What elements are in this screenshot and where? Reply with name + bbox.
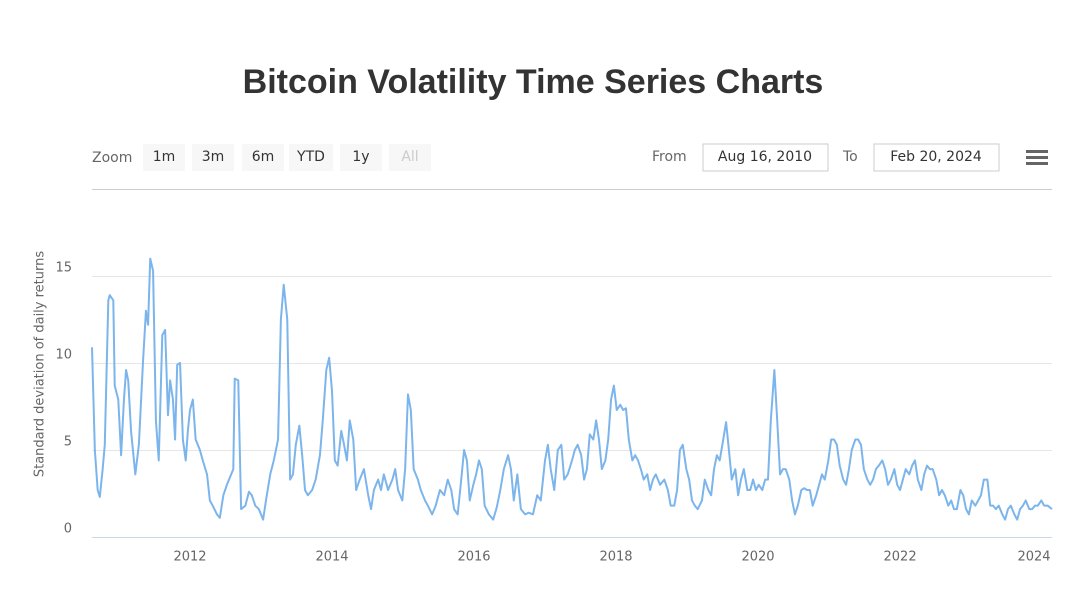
to-label: To: [842, 149, 858, 165]
zoom-button-label[interactable]: All: [401, 149, 418, 165]
zoom-button[interactable]: [143, 144, 185, 171]
menu-button[interactable]: [1021, 144, 1053, 171]
zoom-label: Zoom: [92, 150, 132, 166]
zoom-button-label[interactable]: 1y: [352, 149, 369, 165]
y-axis-title: Standard deviation of daily returns: [33, 251, 48, 478]
from-input[interactable]: [702, 143, 829, 172]
y-tick-label: 15: [55, 261, 72, 276]
from-date[interactable]: Aug 16, 2010: [718, 149, 812, 165]
y-tick-label: 0: [64, 522, 72, 537]
zoom-button-label[interactable]: 6m: [252, 149, 275, 165]
to-input[interactable]: [873, 143, 1000, 172]
x-tick-label: 2018: [599, 550, 632, 565]
x-tick-label: 2020: [741, 550, 774, 565]
x-tick-label: 2014: [315, 550, 348, 565]
zoom-button[interactable]: [192, 144, 234, 171]
to-date[interactable]: Feb 20, 2024: [890, 149, 982, 165]
zoom-button[interactable]: [389, 144, 431, 171]
chart-title: Bitcoin Volatility Time Series Charts: [243, 63, 824, 101]
x-tick-label: 2024: [1017, 550, 1050, 565]
x-tick-label: 2012: [173, 550, 206, 565]
x-tick-label: 2016: [457, 550, 490, 565]
zoom-button[interactable]: [340, 144, 382, 171]
zoom-button-label[interactable]: 1m: [153, 149, 176, 165]
y-tick-label: 5: [64, 435, 72, 450]
y-tick-label: 10: [55, 348, 72, 363]
menu-bar: [1026, 150, 1048, 153]
zoom-button-label[interactable]: 3m: [202, 149, 225, 165]
menu-bar: [1026, 156, 1048, 159]
zoom-button[interactable]: [242, 144, 284, 171]
zoom-button-label[interactable]: YTD: [296, 149, 325, 165]
volatility-line: [91, 257, 1053, 521]
from-label: From: [652, 149, 687, 165]
zoom-button[interactable]: [289, 144, 333, 171]
menu-bar: [1026, 162, 1048, 165]
x-tick-label: 2022: [884, 550, 917, 565]
